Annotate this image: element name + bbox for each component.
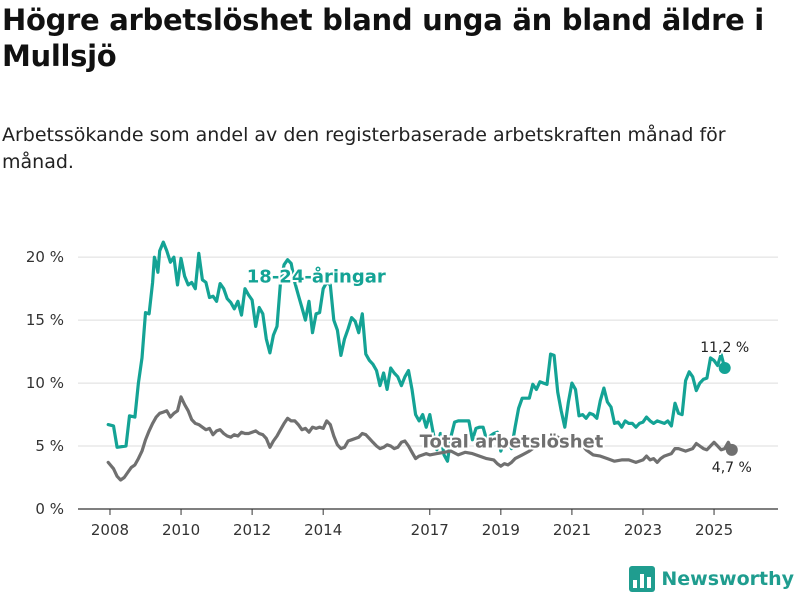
x-tick-label: 2023 — [624, 521, 662, 539]
series-labels: 11,2 % 18-24-åringar 4,7 % Total arbetslösh… — [245, 263, 754, 477]
grid-lines — [78, 256, 778, 510]
total-end-dot — [725, 443, 738, 456]
newsworthy-brand[interactable]: Newsworthy — [629, 566, 794, 592]
chart-subtitle: Arbetssökande som andel av den registerb… — [2, 124, 726, 173]
series-lines — [106, 240, 738, 482]
y-tick-label: 10 % — [26, 374, 64, 392]
x-tick-label: 2025 — [695, 521, 733, 539]
y-tick-label: 20 % — [26, 248, 64, 266]
axis: 0 % 5 % 10 % 15 % 20 % 2008 2010 2012 2014 2017 20… — [26, 248, 733, 539]
line-chart: 0 % 5 % 10 % 15 % 20 % 2008 2010 2012 2014 2017 20… — [26, 240, 778, 539]
x-tick-label: 2017 — [411, 521, 449, 539]
y-tick-label: 0 % — [35, 500, 64, 518]
x-tick-label: 2014 — [304, 521, 342, 539]
y-tick-label: 5 % — [35, 437, 64, 455]
brand-name: Newsworthy — [661, 568, 794, 590]
total-series-label: Total arbetslöshet — [420, 431, 604, 452]
y-tick-label: 15 % — [26, 311, 64, 329]
total-series-line — [106, 395, 734, 482]
x-tick-label: 2021 — [553, 521, 591, 539]
youth-end-value-label: 11,2 % — [700, 340, 749, 356]
x-tick-label: 2012 — [233, 521, 271, 539]
total-end-value-label: 4,7 % — [712, 460, 752, 476]
youth-end-dot — [718, 361, 731, 374]
x-tick-label: 2008 — [91, 521, 129, 539]
youth-series-label: 18-24-åringar — [247, 265, 386, 287]
x-tick-label: 2019 — [482, 521, 520, 539]
chart-title: Högre arbetslöshet bland unga än bland ä… — [2, 3, 764, 73]
youth-series-line — [106, 240, 727, 463]
x-tick-label: 2010 — [162, 521, 200, 539]
bar-chart-logo-icon — [629, 566, 656, 592]
